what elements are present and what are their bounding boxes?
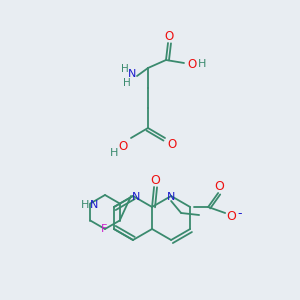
Text: H: H: [110, 148, 118, 158]
Text: O: O: [150, 173, 160, 187]
Text: O: O: [118, 140, 127, 152]
Text: H: H: [198, 59, 206, 69]
Text: O: O: [188, 58, 196, 70]
Text: -: -: [237, 208, 242, 220]
Text: O: O: [214, 179, 224, 193]
Text: O: O: [226, 209, 236, 223]
Text: N: N: [132, 192, 140, 202]
Text: H: H: [81, 200, 89, 211]
Text: H: H: [121, 64, 129, 74]
Text: N: N: [128, 69, 136, 79]
Text: F: F: [101, 224, 107, 234]
Text: N: N: [167, 192, 175, 202]
Text: N: N: [90, 200, 98, 211]
Text: O: O: [167, 139, 177, 152]
Text: H: H: [123, 78, 131, 88]
Text: O: O: [164, 31, 174, 44]
